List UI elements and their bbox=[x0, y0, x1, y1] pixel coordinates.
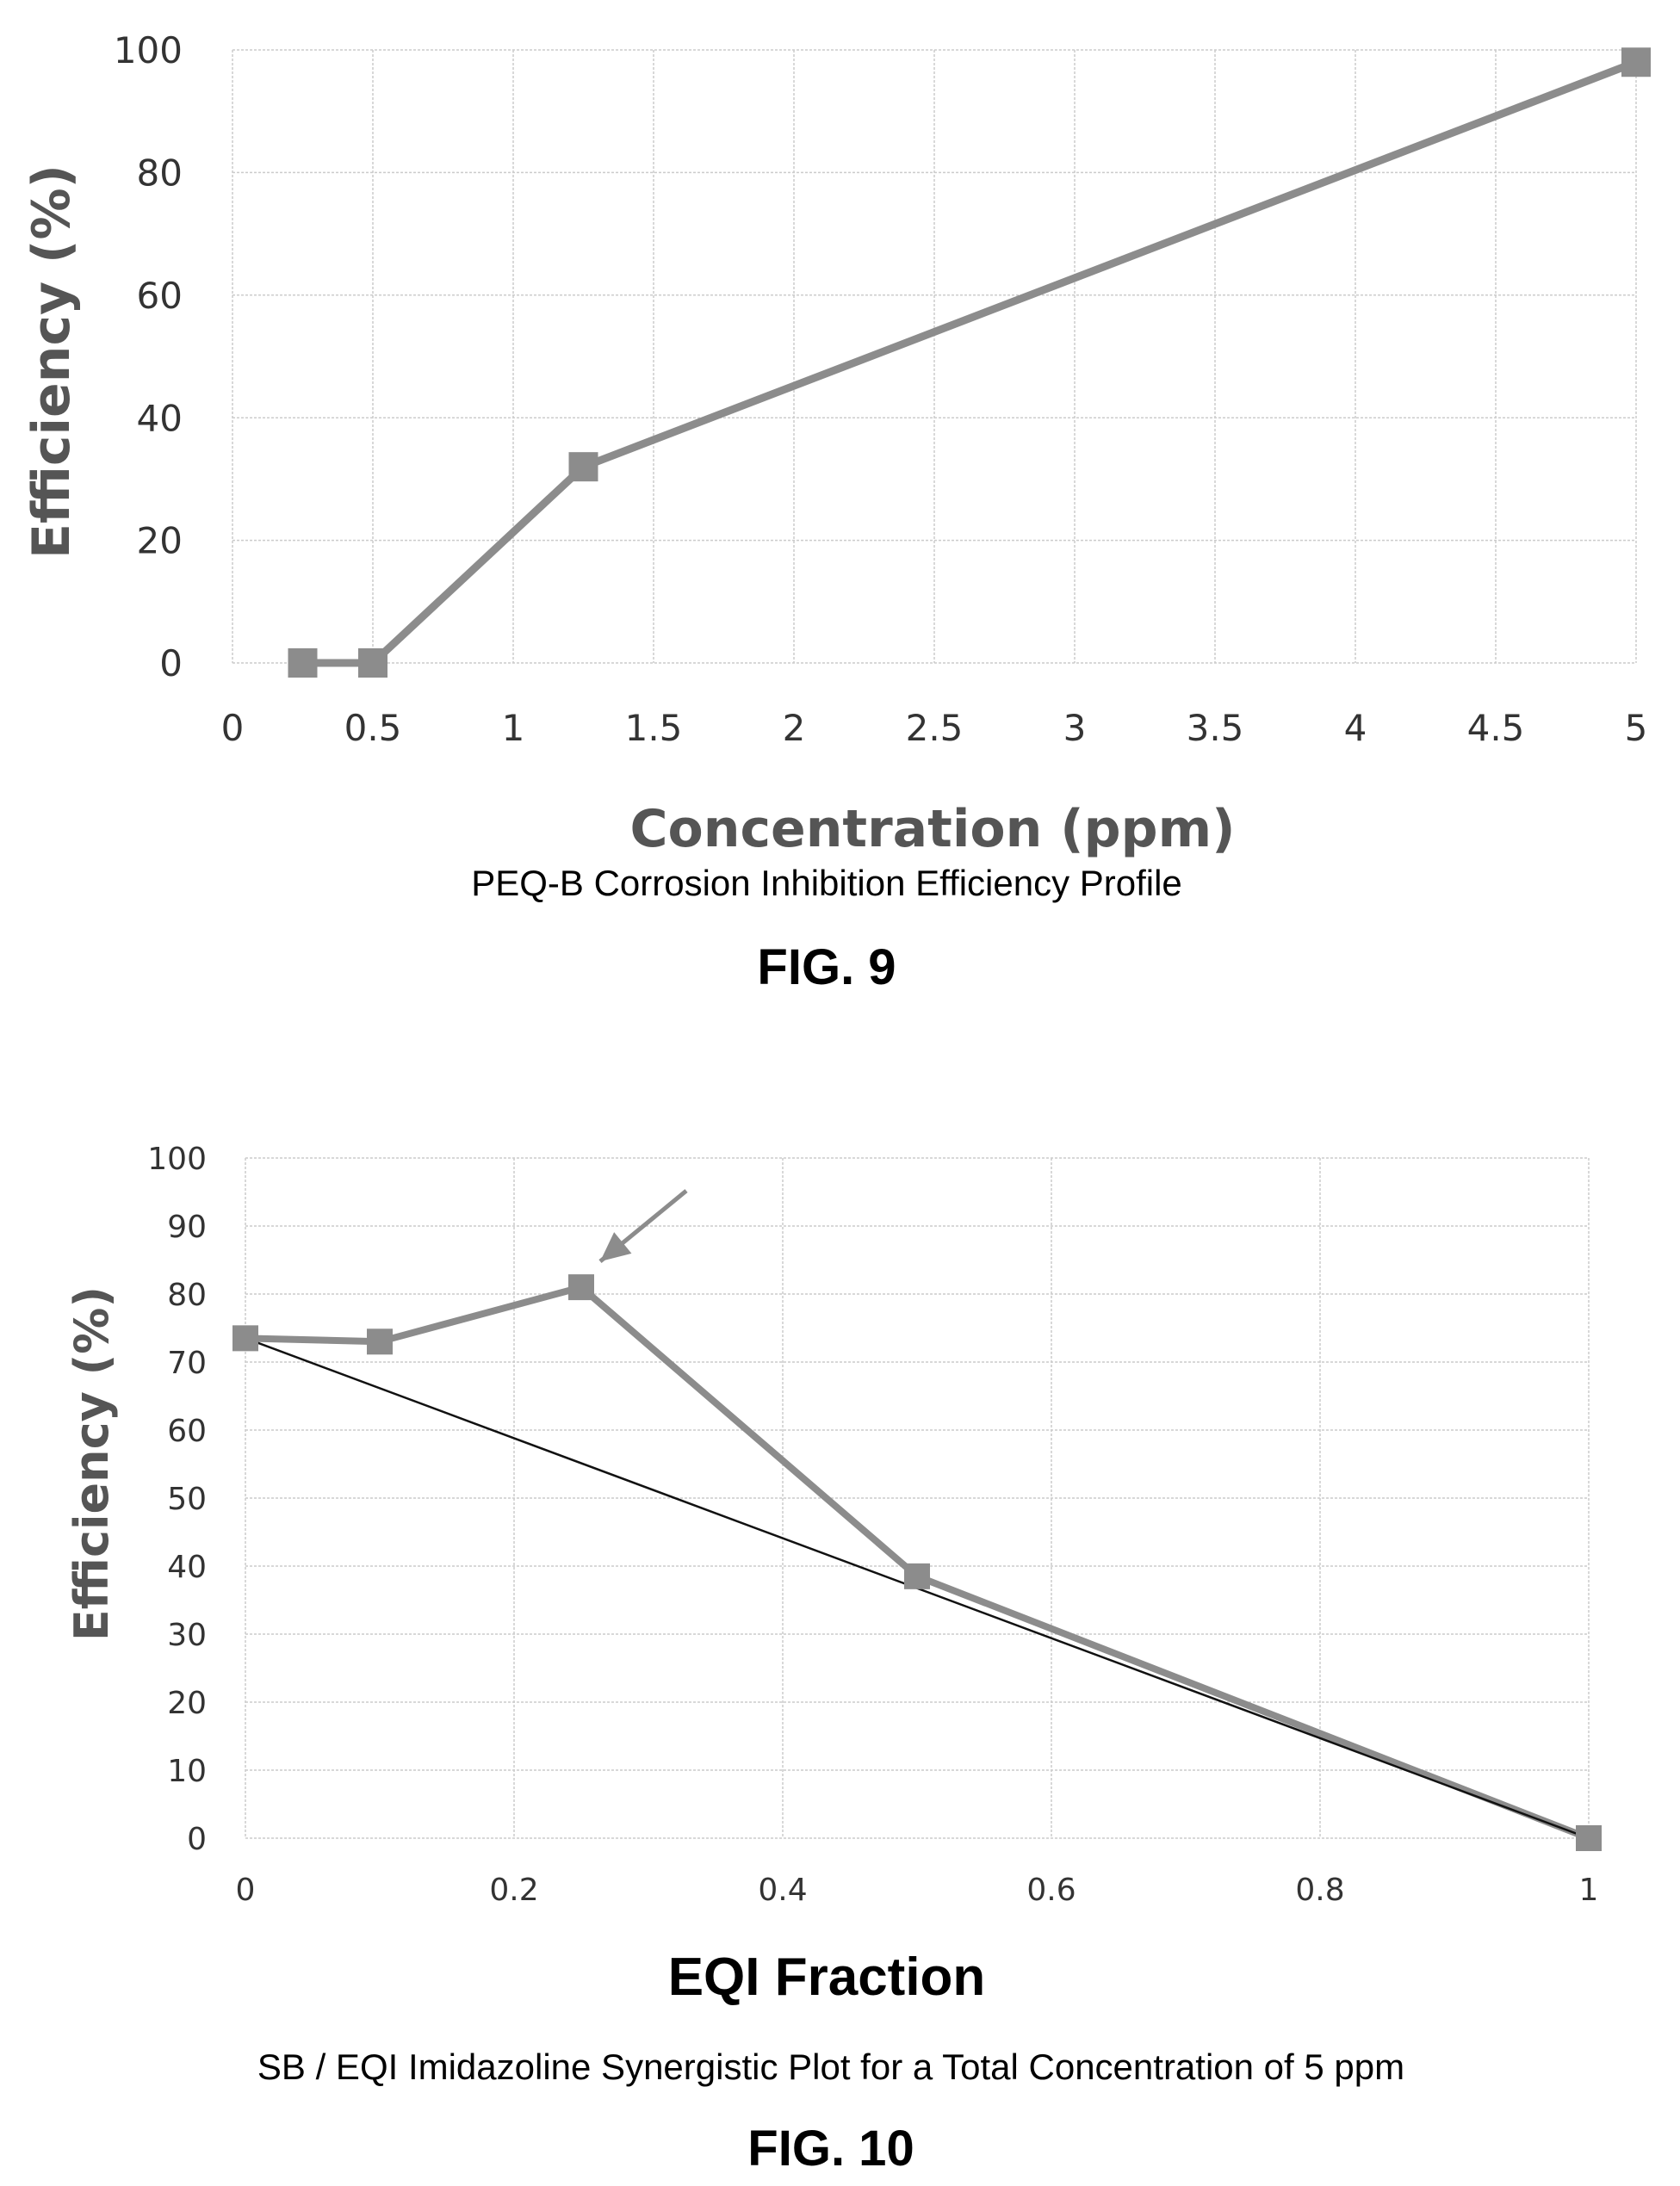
chart2-series-1-point bbox=[568, 1274, 594, 1301]
chart1-y-tick-label: 40 bbox=[137, 397, 183, 439]
chart1-x-tick-label: 4 bbox=[1344, 707, 1367, 749]
chart1-x-tick-label: 1.5 bbox=[625, 707, 683, 749]
chart2-y-tick-label: 50 bbox=[167, 1482, 207, 1517]
chart-fig9: 0 0.5 1 1.5 2 2.5 3 3.5 4 4.5 5 0 20 40 60 80 100 Conce… bbox=[22, 29, 1651, 995]
chart2-x-axis-title: EQI Fraction bbox=[668, 1948, 986, 2007]
chart1-y-tick-label: 0 bbox=[159, 642, 183, 684]
chart1-x-tick-label: 0 bbox=[221, 707, 245, 749]
chart1-y-tick-label: 20 bbox=[137, 520, 183, 562]
chart2-series-1-point bbox=[232, 1325, 258, 1352]
chart2-y-ticks: 0 10 20 30 40 50 60 70 80 90 100 bbox=[147, 1142, 207, 1857]
chart2-y-tick-label: 60 bbox=[167, 1414, 207, 1449]
chart2-series-1-point bbox=[367, 1328, 393, 1355]
chart2-caption: SB / EQI Imidazoline Synergistic Plot fo… bbox=[257, 2047, 1404, 2087]
chart2-y-tick-label: 100 bbox=[147, 1142, 207, 1177]
chart1-caption: PEQ-B Corrosion Inhibition Efficiency Pr… bbox=[471, 863, 1182, 903]
chart1-y-tick-label: 100 bbox=[114, 29, 183, 71]
chart-fig10: 0 0.2 0.4 0.6 0.8 1 0 10 20 30 40 50 60 70 80 90 100 EQ… bbox=[65, 1142, 1602, 2177]
chart1-series-1-point bbox=[1621, 47, 1651, 77]
chart1-series-1-point bbox=[288, 648, 318, 678]
chart2-y-tick-label: 40 bbox=[167, 1550, 207, 1585]
chart1-x-tick-label: 2 bbox=[783, 707, 806, 749]
chart1-x-tick-label: 1 bbox=[502, 707, 525, 749]
chart2-y-tick-label: 0 bbox=[187, 1822, 207, 1857]
chart1-x-tick-label: 0.5 bbox=[344, 707, 402, 749]
chart2-series bbox=[232, 1274, 1602, 1851]
chart1-x-tick-label: 2.5 bbox=[906, 707, 964, 749]
chart2-y-tick-label: 20 bbox=[167, 1686, 207, 1721]
chart2-series-1-line bbox=[245, 1284, 1590, 1842]
chart1-series-1-point bbox=[358, 648, 387, 678]
chart2-series-1-point bbox=[904, 1563, 930, 1589]
chart1-x-tick-label: 3 bbox=[1063, 707, 1087, 749]
chart1-figure-label: FIG. 9 bbox=[757, 939, 896, 995]
chart2-y-axis-title: Efficiency (%) bbox=[65, 1286, 119, 1641]
chart2-series-1-point bbox=[1576, 1825, 1602, 1851]
chart1-y-ticks: 0 20 40 60 80 100 bbox=[114, 29, 183, 684]
chart1-series-1-point bbox=[568, 452, 598, 482]
chart2-x-tick-label: 1 bbox=[1579, 1873, 1599, 1908]
chart2-y-tick-label: 70 bbox=[167, 1346, 207, 1381]
chart2-x-tick-label: 0.4 bbox=[758, 1873, 807, 1908]
chart2-y-tick-label: 10 bbox=[167, 1754, 207, 1789]
chart1-y-tick-label: 60 bbox=[137, 275, 183, 317]
chart1-y-axis-title: Efficiency (%) bbox=[22, 164, 82, 559]
chart2-x-tick-label: 0.2 bbox=[489, 1873, 538, 1908]
arrow-head bbox=[600, 1232, 632, 1262]
chart2-x-tick-label: 0.6 bbox=[1026, 1873, 1076, 1908]
chart2-x-ticks: 0 0.2 0.4 0.6 0.8 1 bbox=[236, 1873, 1599, 1908]
chart1-x-tick-label: 3.5 bbox=[1187, 707, 1244, 749]
chart2-y-tick-label: 30 bbox=[167, 1618, 207, 1653]
chart1-x-ticks: 0 0.5 1 1.5 2 2.5 3 3.5 4 4.5 5 bbox=[221, 707, 1648, 749]
chart2-figure-label: FIG. 10 bbox=[747, 2121, 914, 2177]
chart1-x-tick-label: 5 bbox=[1625, 707, 1648, 749]
chart1-gridlines bbox=[232, 49, 1637, 664]
chart2-gridlines bbox=[245, 1157, 1590, 1839]
chart2-y-tick-label: 80 bbox=[167, 1278, 207, 1313]
chart2-y-tick-label: 90 bbox=[167, 1210, 207, 1245]
chart2-x-tick-label: 0 bbox=[236, 1873, 256, 1908]
chart2-x-tick-label: 0.8 bbox=[1295, 1873, 1344, 1908]
chart1-series-1-line bbox=[302, 59, 1638, 667]
chart1-x-axis-title: Concentration (ppm) bbox=[629, 799, 1235, 859]
chart1-y-tick-label: 80 bbox=[137, 152, 183, 195]
chart2-annotation-arrow bbox=[598, 1189, 688, 1264]
chart1-series bbox=[288, 47, 1651, 678]
chart1-x-tick-label: 4.5 bbox=[1467, 707, 1525, 749]
